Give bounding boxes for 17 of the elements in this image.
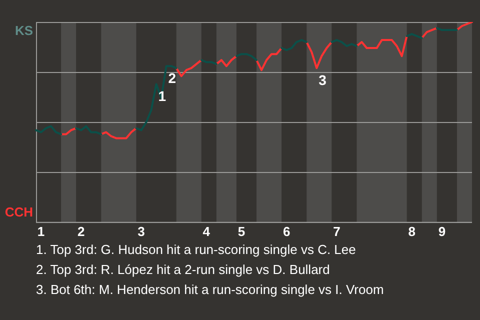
annotation: 3: [318, 72, 327, 88]
annotation: 1: [158, 88, 166, 104]
x-tick-label: 6: [282, 224, 290, 239]
x-tick-label: 9: [438, 224, 446, 239]
x-tick-label: 5: [238, 224, 246, 239]
x-tick-label: 7: [333, 224, 340, 239]
text: CCH: [4, 204, 33, 220]
text: 2. Top 3rd: R. López hit a 2-run single vs D. Bullard: [36, 261, 331, 279]
text: KS: [14, 23, 34, 38]
x-tick-label: 2: [77, 224, 85, 239]
text: 3. Bot 6th: M. Henderson hit a run-scoring single vs I. Vroom: [36, 281, 384, 299]
x-tick-label: 8: [408, 224, 416, 239]
x-tick-label: 1: [37, 224, 45, 239]
text: 1. Top 3rd: G. Hudson hit a run-scoring single vs C. Lee: [36, 241, 357, 259]
annotation: 2: [168, 70, 176, 86]
x-tick-label: 3: [138, 224, 145, 239]
x-tick-label: 4: [202, 224, 211, 239]
